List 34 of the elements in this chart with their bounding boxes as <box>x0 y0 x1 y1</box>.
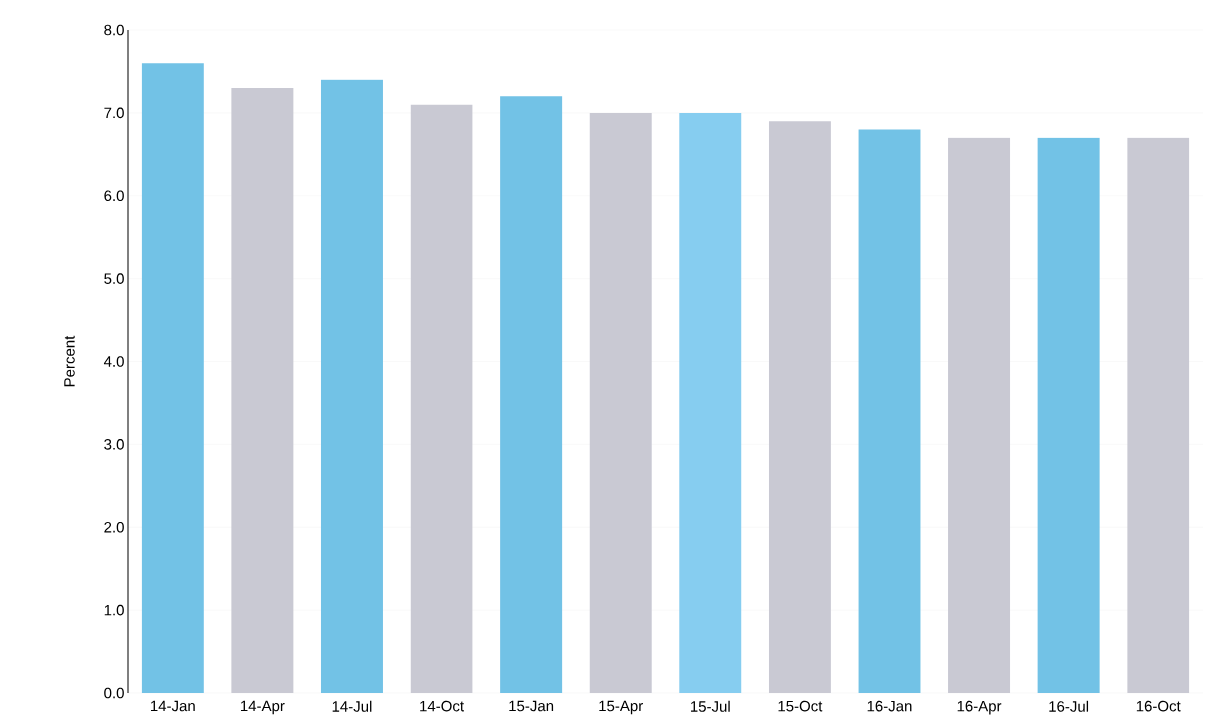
bar <box>679 112 742 693</box>
bar <box>320 79 383 693</box>
x-tick-label: 15-Jul <box>691 700 730 712</box>
bar <box>948 137 1011 693</box>
bar <box>768 121 831 693</box>
bar <box>858 129 921 693</box>
bar <box>141 63 204 693</box>
x-tick-label: 16-Jul <box>1049 700 1089 712</box>
x-tick-label: 16-Apr <box>957 700 1002 715</box>
x-tick-label: 14-Oct <box>420 700 464 712</box>
y-tick-label: 2.0 <box>104 521 124 533</box>
bar <box>410 104 473 693</box>
y-tick-label: 3.0 <box>104 439 124 450</box>
bar <box>500 96 563 693</box>
y-tick-label: 7.0 <box>104 107 124 119</box>
y-tick-label: 8.0 <box>104 24 124 36</box>
x-tick-label: 14-Jan <box>151 700 195 712</box>
x-tick-label: 15-Jan <box>509 700 554 712</box>
y-tick-label: 1.0 <box>104 604 124 616</box>
x-tick-label: 16-Oct <box>1136 700 1181 712</box>
bar <box>589 112 652 693</box>
y-tick-label: 6.0 <box>104 190 124 202</box>
bar <box>1127 137 1190 693</box>
bar <box>231 88 294 693</box>
x-tick-label: 14-Apr <box>241 700 285 715</box>
y-axis-title: Percent <box>64 335 75 387</box>
x-tick-label: 15-Oct <box>778 700 823 712</box>
x-tick-label: 15-Apr <box>599 700 643 715</box>
x-tick-label: 14-Jul <box>332 700 372 712</box>
y-tick-label: 0.0 <box>104 687 124 699</box>
y-tick-label: 4.0 <box>103 356 124 367</box>
y-tick-label: 5.0 <box>104 273 124 284</box>
x-tick-label: 16-Jan <box>867 700 912 712</box>
bar <box>1037 137 1100 693</box>
